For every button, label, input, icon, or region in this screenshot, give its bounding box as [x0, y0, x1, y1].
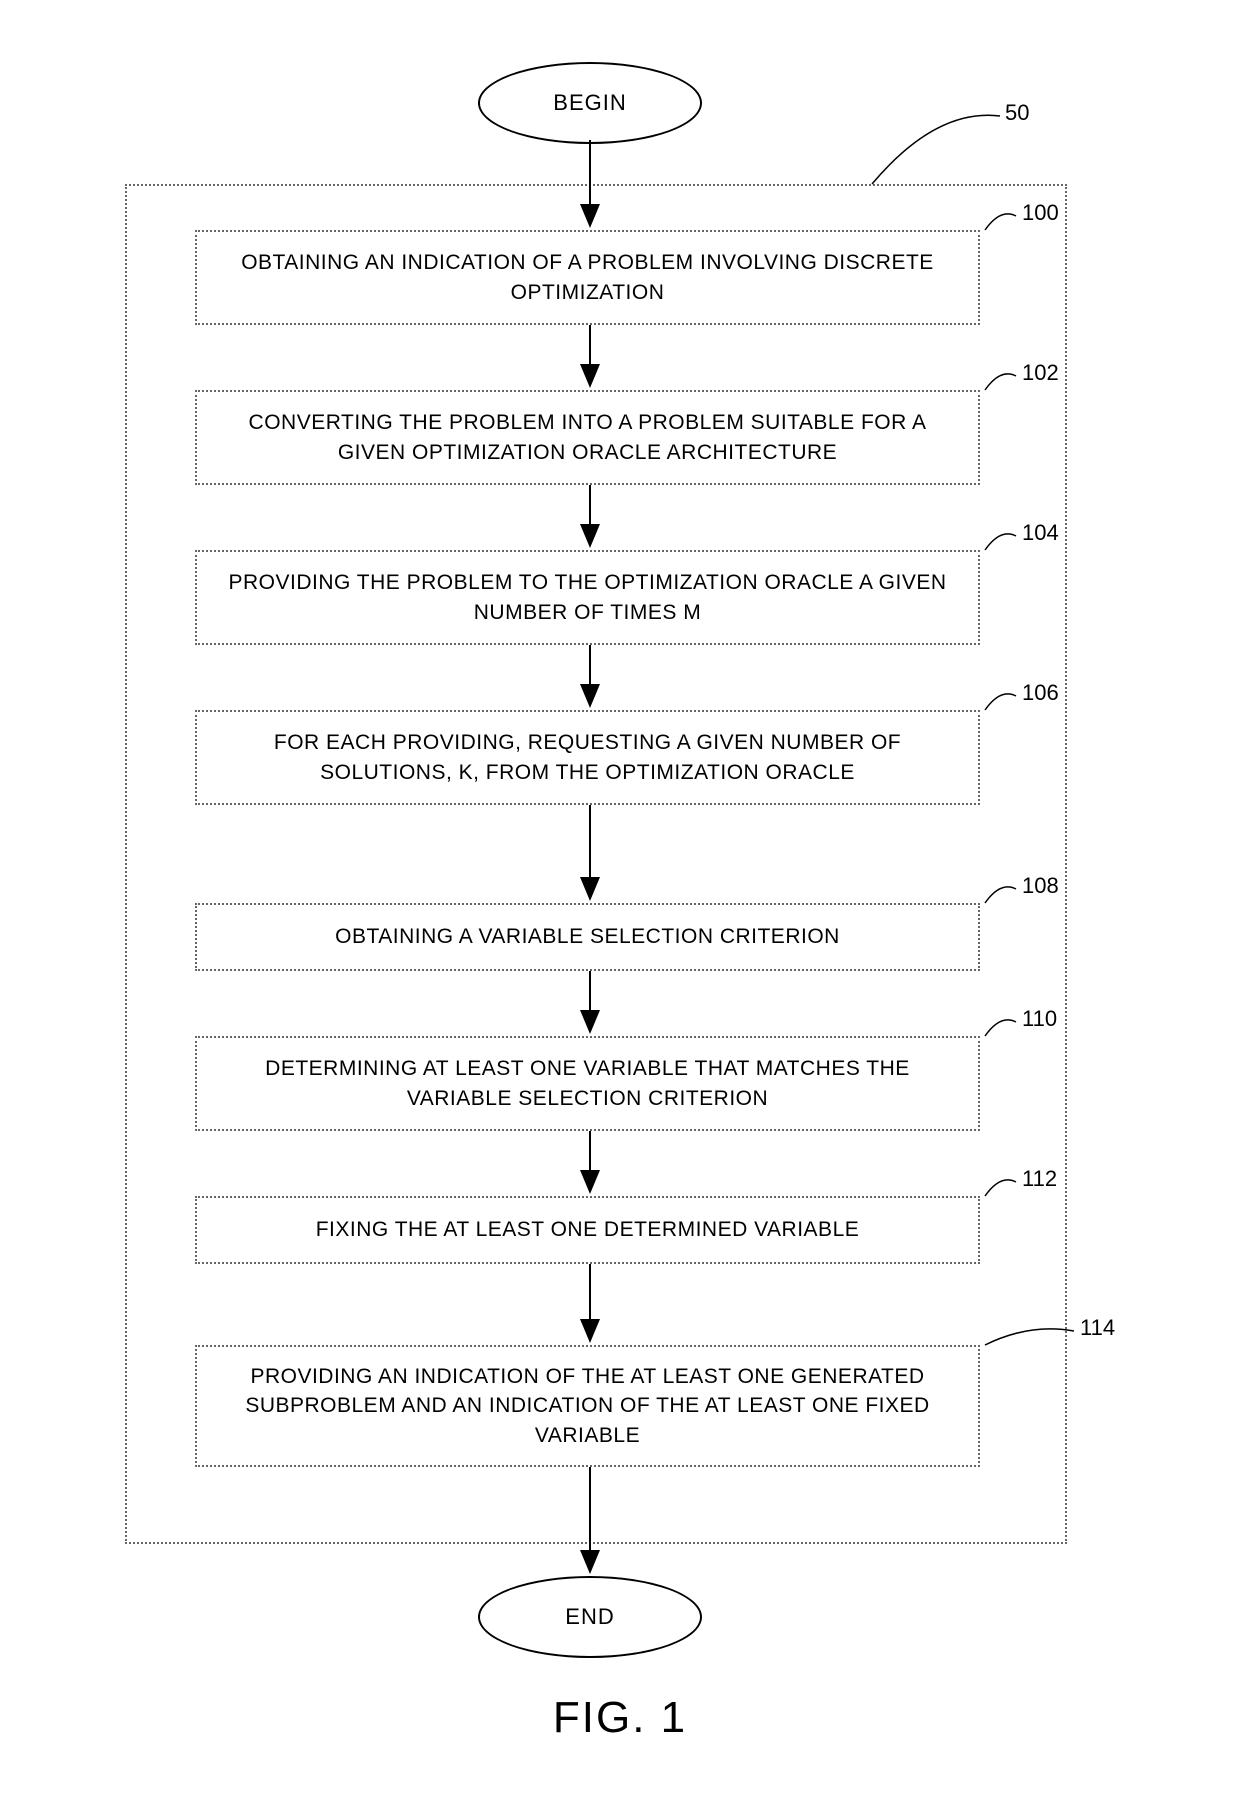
process-text: FIXING THE AT LEAST ONE DETERMINED VARIA… [316, 1215, 860, 1244]
begin-terminator: BEGIN [478, 62, 702, 144]
process-box-104: PROVIDING THE PROBLEM TO THE OPTIMIZATIO… [195, 550, 980, 645]
process-text: FOR EACH PROVIDING, REQUESTING A GIVEN N… [217, 728, 958, 787]
ref-label-102: 102 [1022, 360, 1059, 386]
process-text: CONVERTING THE PROBLEM INTO A PROBLEM SU… [217, 408, 958, 467]
ref-label-104: 104 [1022, 520, 1059, 546]
container-ref-label: 50 [1005, 100, 1029, 126]
process-box-108: OBTAINING A VARIABLE SELECTION CRITERION [195, 903, 980, 971]
ref-label-100: 100 [1022, 200, 1059, 226]
process-text: PROVIDING AN INDICATION OF THE AT LEAST … [217, 1362, 958, 1450]
begin-label: BEGIN [553, 90, 626, 116]
end-terminator: END [478, 1576, 702, 1658]
process-text: PROVIDING THE PROBLEM TO THE OPTIMIZATIO… [217, 568, 958, 627]
figure-label: FIG. 1 [0, 1693, 1240, 1743]
process-text: DETERMINING AT LEAST ONE VARIABLE THAT M… [217, 1054, 958, 1113]
process-box-100: OBTAINING AN INDICATION OF A PROBLEM INV… [195, 230, 980, 325]
process-text: OBTAINING AN INDICATION OF A PROBLEM INV… [217, 248, 958, 307]
ref-label-110: 110 [1022, 1006, 1057, 1032]
process-box-114: PROVIDING AN INDICATION OF THE AT LEAST … [195, 1345, 980, 1467]
ref-label-108: 108 [1022, 873, 1059, 899]
end-label: END [565, 1604, 614, 1630]
ref-label-114: 114 [1080, 1315, 1115, 1341]
process-container [125, 184, 1067, 1544]
ref-label-106: 106 [1022, 680, 1059, 706]
process-box-106: FOR EACH PROVIDING, REQUESTING A GIVEN N… [195, 710, 980, 805]
process-box-110: DETERMINING AT LEAST ONE VARIABLE THAT M… [195, 1036, 980, 1131]
flowchart-diagram: BEGIN 50 OBTAINING AN INDICATION OF A PR… [0, 0, 1240, 1812]
process-box-102: CONVERTING THE PROBLEM INTO A PROBLEM SU… [195, 390, 980, 485]
ref-label-112: 112 [1022, 1166, 1057, 1192]
process-text: OBTAINING A VARIABLE SELECTION CRITERION [335, 922, 840, 951]
process-box-112: FIXING THE AT LEAST ONE DETERMINED VARIA… [195, 1196, 980, 1264]
